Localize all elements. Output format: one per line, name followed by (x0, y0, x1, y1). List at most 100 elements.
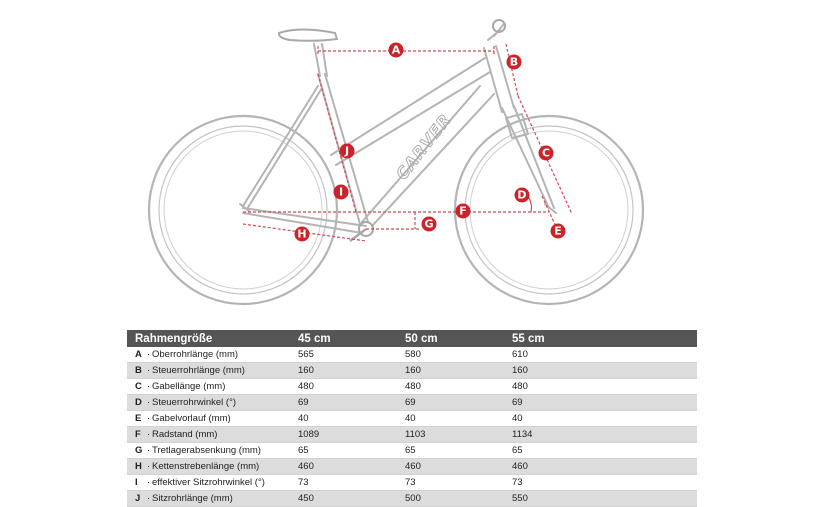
row-letter: J (135, 493, 141, 504)
svg-text:E: E (554, 225, 562, 238)
cell-size-55: 40 (512, 413, 523, 424)
svg-text:D: D (517, 189, 526, 202)
svg-text:J: J (344, 145, 349, 158)
table-row: E · Gabelvorlauf (mm) 40 40 40 (127, 411, 697, 427)
header-size-50: 50 cm (405, 332, 438, 345)
table-row: A · Oberrohrlänge (mm) 565 580 610 (127, 347, 697, 363)
row-separator: · (146, 461, 151, 472)
cell-size-50: 500 (405, 493, 421, 504)
row-letter: D (135, 397, 142, 408)
row-letter: E (135, 413, 142, 424)
header-size-55: 55 cm (512, 332, 545, 345)
row-measurement-name: Sitzrohrlänge (mm) (152, 493, 233, 504)
row-measurement-name: Oberrohrlänge (mm) (152, 349, 239, 360)
marker-f: F (455, 203, 471, 219)
row-letter: G (135, 445, 143, 456)
marker-a: A (388, 42, 404, 58)
table-row: G · Tretlagerabsenkung (mm) 65 65 65 (127, 443, 697, 459)
table-row: J · Sitzrohrlänge (mm) 450 500 550 (127, 491, 697, 507)
row-measurement-name: Tretlagerabsenkung (mm) (152, 445, 261, 456)
cell-size-50: 40 (405, 413, 416, 424)
row-separator: · (146, 429, 151, 440)
rear-wheel (147, 114, 339, 306)
table-row: C · Gabellänge (mm) 480 480 480 (127, 379, 697, 395)
row-measurement-name: Radstand (mm) (152, 429, 218, 440)
row-separator: · (146, 381, 151, 392)
cell-size-50: 160 (405, 365, 421, 376)
header-size-45: 45 cm (298, 332, 331, 345)
cell-size-55: 610 (512, 349, 528, 360)
row-separator: · (146, 493, 151, 504)
cell-size-55: 480 (512, 381, 528, 392)
cell-size-55: 69 (512, 397, 523, 408)
marker-b: B (506, 54, 522, 70)
row-separator: · (146, 365, 151, 376)
row-letter: C (135, 381, 142, 392)
svg-text:B: B (510, 56, 518, 69)
row-letter: H (135, 461, 142, 472)
cell-size-45: 65 (298, 445, 309, 456)
row-measurement-name: Steuerrohrlänge (mm) (152, 365, 245, 376)
bike-geometry-diagram: CARVER A B C D E F G H I J (147, 19, 645, 306)
handlebar (492, 19, 506, 33)
row-label: D · Steuerrohrwinkel (°) (127, 397, 298, 408)
marker-c: C (538, 145, 554, 161)
cell-size-55: 160 (512, 365, 528, 376)
row-measurement-name: Gabelvorlauf (mm) (152, 413, 231, 424)
row-separator: · (146, 477, 151, 488)
cell-size-45: 565 (298, 349, 314, 360)
geometry-table: Rahmengröße 45 cm 50 cm 55 cm A · Oberrohr… (127, 330, 697, 507)
row-letter: I (135, 477, 138, 488)
svg-text:H: H (297, 228, 306, 241)
row-label: E · Gabelvorlauf (mm) (127, 413, 298, 424)
cell-size-50: 65 (405, 445, 416, 456)
svg-text:F: F (459, 205, 467, 218)
table-row: F · Radstand (mm) 1089 1103 1134 (127, 427, 697, 443)
cell-size-45: 40 (298, 413, 309, 424)
row-separator: · (146, 397, 151, 408)
cell-size-45: 69 (298, 397, 309, 408)
row-label: C · Gabellänge (mm) (127, 381, 298, 392)
row-separator: · (146, 445, 151, 456)
front-wheel (453, 114, 645, 306)
cell-size-45: 73 (298, 477, 309, 488)
svg-text:C: C (542, 147, 550, 160)
row-label: J · Sitzrohrlänge (mm) (127, 493, 298, 504)
svg-text:G: G (424, 218, 433, 231)
cell-size-50: 69 (405, 397, 416, 408)
cell-size-55: 460 (512, 461, 528, 472)
row-label: A · Oberrohrlänge (mm) (127, 349, 298, 360)
cell-size-50: 580 (405, 349, 421, 360)
table-header: Rahmengröße 45 cm 50 cm 55 cm (127, 330, 697, 347)
marker-i: I (333, 184, 349, 200)
cell-size-50: 1103 (405, 429, 426, 440)
table-row: H · Kettenstrebenlänge (mm) 460 460 460 (127, 459, 697, 475)
marker-j: J (339, 143, 355, 159)
cell-size-55: 1134 (512, 429, 533, 440)
row-measurement-name: effektiver Sitzrohrwinkel (°) (152, 477, 265, 488)
marker-d: D (514, 187, 530, 203)
marker-g: G (421, 216, 437, 232)
row-letter: F (135, 429, 141, 440)
cell-size-45: 1089 (298, 429, 320, 440)
row-label: B · Steuerrohrlänge (mm) (127, 365, 298, 376)
row-letter: A (135, 349, 142, 360)
row-separator: · (146, 349, 151, 360)
svg-text:I: I (339, 186, 343, 199)
table-row: D · Steuerrohrwinkel (°) 69 69 69 (127, 395, 697, 411)
cell-size-50: 460 (405, 461, 421, 472)
row-measurement-name: Gabellänge (mm) (152, 381, 226, 392)
saddle (277, 28, 339, 42)
row-label: G · Tretlagerabsenkung (mm) (127, 445, 298, 456)
row-label: H · Kettenstrebenlänge (mm) (127, 461, 298, 472)
row-label: I · effektiver Sitzrohrwinkel (°) (127, 477, 298, 488)
table-row: B · Steuerrohrlänge (mm) 160 160 160 (127, 363, 697, 379)
header-frame-size: Rahmengröße (135, 332, 213, 345)
row-separator: · (146, 413, 151, 424)
row-label: F · Radstand (mm) (127, 429, 298, 440)
row-letter: B (135, 365, 142, 376)
table-row: I · effektiver Sitzrohrwinkel (°) 73 73 73 (127, 475, 697, 491)
marker-e: E (550, 223, 566, 239)
cell-size-45: 450 (298, 493, 314, 504)
cell-size-50: 480 (405, 381, 421, 392)
